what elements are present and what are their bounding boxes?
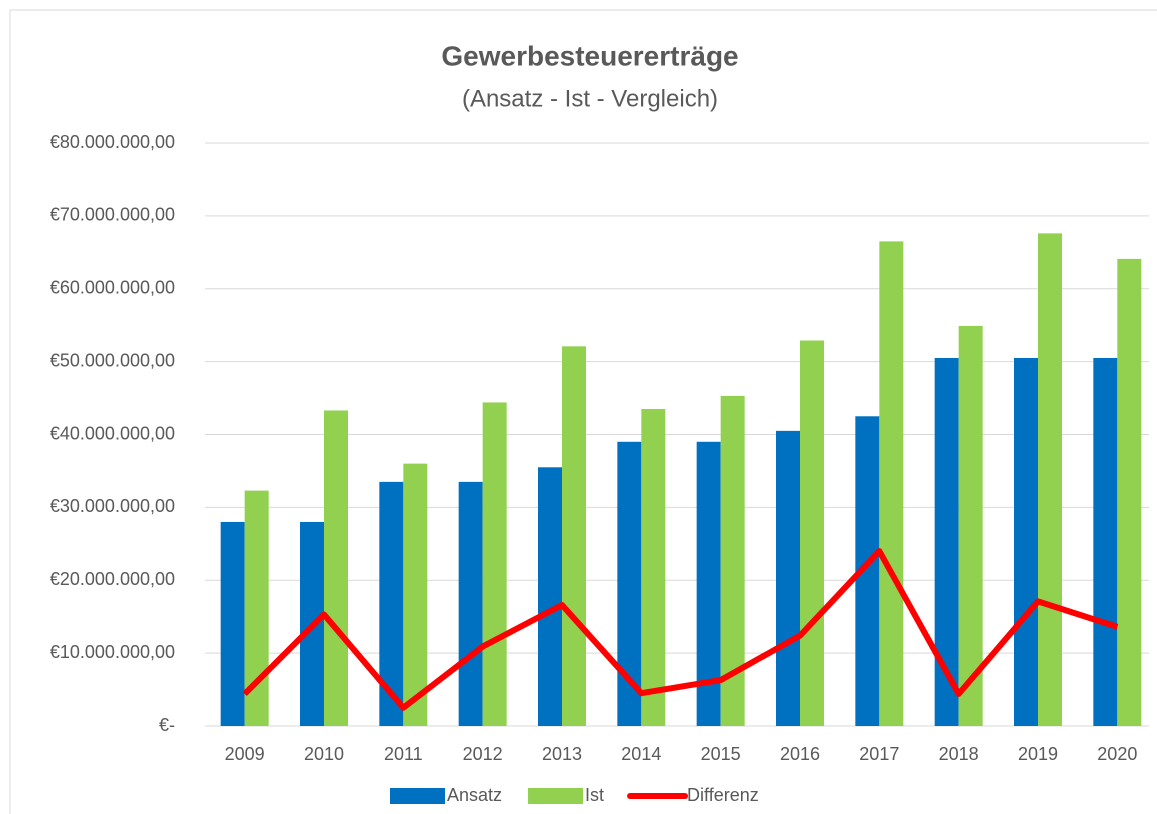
bar bbox=[324, 410, 348, 726]
bar bbox=[800, 340, 824, 726]
x-tick-label: 2010 bbox=[304, 744, 344, 764]
bar bbox=[538, 467, 562, 726]
legend-swatch bbox=[528, 788, 584, 804]
y-tick-label: €- bbox=[159, 715, 175, 735]
bar bbox=[1117, 258, 1142, 726]
chart-subtitle: (Ansatz - Ist - Vergleich) bbox=[462, 85, 718, 112]
bar bbox=[1093, 357, 1118, 726]
y-tick-label: €60.000.000,00 bbox=[50, 278, 175, 298]
x-tick-label: 2015 bbox=[701, 744, 741, 764]
chart-border bbox=[9, 9, 1157, 814]
bar bbox=[1038, 233, 1062, 727]
bar bbox=[482, 402, 507, 726]
bar bbox=[776, 430, 800, 726]
bar bbox=[879, 241, 904, 726]
bar bbox=[403, 463, 428, 726]
bar bbox=[1014, 357, 1038, 726]
x-tick-label: 2019 bbox=[1018, 744, 1058, 764]
x-tick-label: 2014 bbox=[621, 744, 661, 764]
legend-swatch bbox=[390, 788, 445, 804]
bar bbox=[562, 346, 586, 726]
bar bbox=[958, 325, 983, 726]
y-tick-label: €10.000.000,00 bbox=[50, 642, 175, 662]
y-tick-label: €30.000.000,00 bbox=[50, 496, 175, 516]
x-tick-label: 2018 bbox=[939, 744, 979, 764]
y-tick-label: €20.000.000,00 bbox=[50, 569, 175, 589]
line-series bbox=[242, 548, 1119, 711]
bar bbox=[641, 408, 666, 726]
x-tick-label: 2017 bbox=[859, 744, 899, 764]
y-tick-label: €80.000.000,00 bbox=[50, 132, 175, 152]
y-tick-label: €40.000.000,00 bbox=[50, 423, 175, 443]
bar bbox=[934, 357, 959, 726]
x-tick-label: 2016 bbox=[780, 744, 820, 764]
x-tick-label: 2020 bbox=[1097, 744, 1137, 764]
legend-label: Ansatz bbox=[447, 785, 502, 805]
legend-label: Ist bbox=[585, 785, 604, 805]
chart-title: Gewerbesteuererträge bbox=[441, 40, 738, 71]
y-tick-label: €70.000.000,00 bbox=[50, 205, 175, 225]
bar bbox=[220, 521, 245, 726]
legend-label: Differenz bbox=[687, 785, 759, 805]
x-tick-label: 2011 bbox=[384, 744, 423, 764]
x-tick-label: 2012 bbox=[463, 744, 503, 764]
bar bbox=[458, 481, 483, 726]
x-tick-label: 2013 bbox=[542, 744, 582, 764]
x-tick-label: 2009 bbox=[225, 744, 265, 764]
y-tick-label: €50.000.000,00 bbox=[50, 350, 175, 370]
